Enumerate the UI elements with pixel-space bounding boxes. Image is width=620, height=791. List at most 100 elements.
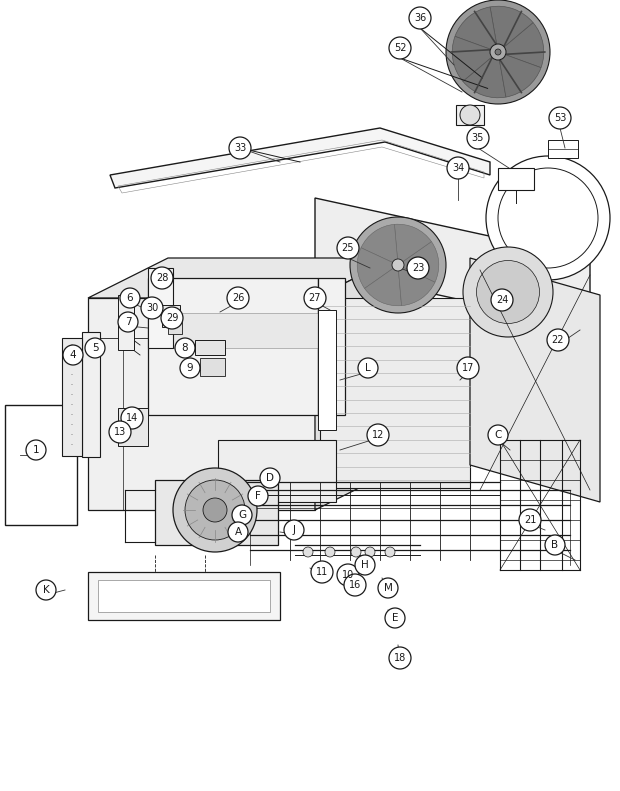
Polygon shape [148, 278, 318, 415]
Circle shape [229, 137, 251, 159]
Circle shape [175, 338, 195, 358]
Wedge shape [463, 52, 506, 98]
Text: H: H [361, 560, 369, 570]
Circle shape [232, 505, 252, 525]
Polygon shape [155, 480, 278, 545]
Circle shape [228, 522, 248, 542]
Circle shape [447, 157, 469, 179]
Circle shape [486, 156, 610, 280]
Bar [456, 105, 484, 125]
Wedge shape [394, 224, 432, 265]
Circle shape [477, 260, 539, 324]
Text: C: C [494, 430, 502, 440]
Text: 14: 14 [126, 413, 138, 423]
Bar [168, 316, 182, 334]
Wedge shape [455, 7, 498, 52]
Wedge shape [452, 36, 498, 81]
Wedge shape [498, 23, 544, 68]
Text: G: G [238, 510, 246, 520]
Text: 17: 17 [462, 363, 474, 373]
Text: 10: 10 [342, 570, 354, 580]
Wedge shape [398, 265, 435, 305]
Text: 27: 27 [309, 293, 321, 303]
Text: 13: 13 [114, 427, 126, 437]
Polygon shape [88, 258, 395, 298]
Circle shape [385, 608, 405, 628]
Text: J: J [293, 525, 296, 535]
Text: 16: 16 [349, 580, 361, 590]
Text: M: M [384, 583, 392, 593]
Bar [118, 295, 134, 350]
Bar [218, 440, 336, 502]
Text: 36: 36 [414, 13, 426, 23]
Text: 1: 1 [33, 445, 39, 455]
Bar [195, 340, 225, 355]
Polygon shape [320, 298, 470, 488]
Circle shape [358, 358, 378, 378]
Polygon shape [148, 313, 318, 348]
Circle shape [498, 168, 598, 268]
Circle shape [203, 498, 227, 522]
Text: -: - [71, 422, 73, 427]
Circle shape [109, 421, 131, 443]
Circle shape [118, 312, 138, 332]
Bar [548, 140, 578, 158]
Text: -: - [71, 343, 73, 347]
Circle shape [63, 345, 83, 365]
Wedge shape [398, 241, 439, 282]
Circle shape [284, 520, 304, 540]
Text: 21: 21 [524, 515, 536, 525]
Polygon shape [470, 258, 600, 502]
Wedge shape [361, 225, 398, 265]
Text: -: - [71, 442, 73, 448]
Circle shape [460, 105, 480, 125]
Circle shape [365, 547, 375, 557]
Text: 8: 8 [182, 343, 188, 353]
Text: F: F [255, 491, 261, 501]
Polygon shape [98, 580, 270, 612]
Text: 5: 5 [92, 343, 99, 353]
Text: K: K [43, 585, 50, 595]
Text: 6: 6 [126, 293, 133, 303]
Text: 29: 29 [166, 313, 178, 323]
Text: -: - [71, 383, 73, 388]
Circle shape [488, 425, 508, 445]
Bar [148, 268, 173, 348]
Text: -: - [71, 392, 73, 398]
Bar [118, 408, 148, 446]
Circle shape [385, 547, 395, 557]
Text: E: E [392, 613, 398, 623]
Circle shape [173, 468, 257, 552]
Text: D: D [266, 473, 274, 483]
Text: 18: 18 [394, 653, 406, 663]
Text: L: L [365, 363, 371, 373]
Circle shape [490, 44, 506, 60]
Text: 30: 30 [146, 303, 158, 313]
Text: A: A [234, 527, 242, 537]
Circle shape [355, 555, 375, 575]
Circle shape [495, 49, 501, 55]
Circle shape [378, 578, 398, 598]
Circle shape [463, 247, 553, 337]
Bar [318, 310, 336, 430]
Text: 24: 24 [496, 295, 508, 305]
Bar [162, 305, 180, 327]
Wedge shape [490, 6, 533, 52]
Polygon shape [110, 128, 490, 188]
Polygon shape [88, 572, 280, 620]
Text: 4: 4 [69, 350, 76, 360]
Text: -: - [71, 353, 73, 358]
Circle shape [454, 8, 542, 97]
Circle shape [36, 580, 56, 600]
Circle shape [350, 217, 446, 313]
Text: 33: 33 [234, 143, 246, 153]
Polygon shape [315, 198, 590, 328]
Text: 52: 52 [394, 43, 406, 53]
Circle shape [304, 287, 326, 309]
Text: 22: 22 [552, 335, 564, 345]
Text: -: - [71, 412, 73, 418]
Text: 26: 26 [232, 293, 244, 303]
Text: -: - [71, 433, 73, 437]
Text: 9: 9 [187, 363, 193, 373]
Circle shape [407, 257, 429, 279]
